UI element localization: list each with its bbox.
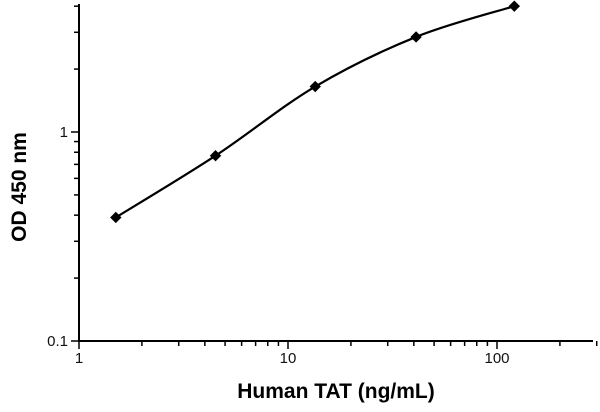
data-point xyxy=(110,211,122,224)
x-tick-label: 1 xyxy=(75,350,83,367)
ticks xyxy=(71,5,598,349)
data-points xyxy=(110,0,521,224)
y-tick-label: 0.1 xyxy=(47,333,68,350)
data-point xyxy=(508,0,521,12)
data-point xyxy=(410,31,422,43)
tick-labels: 1 10 100 0.1 1 xyxy=(47,124,509,367)
x-tick-label: 100 xyxy=(484,350,509,367)
x-tick-label: 10 xyxy=(280,350,297,367)
y-tick-label: 1 xyxy=(60,124,68,141)
data-point xyxy=(209,150,222,162)
data-point xyxy=(309,80,321,93)
axes xyxy=(78,4,593,342)
x-axis-title: Human TAT (ng/mL) xyxy=(237,380,435,403)
y-axis-title: OD 450 nm xyxy=(8,132,31,242)
series-curve xyxy=(115,5,515,219)
